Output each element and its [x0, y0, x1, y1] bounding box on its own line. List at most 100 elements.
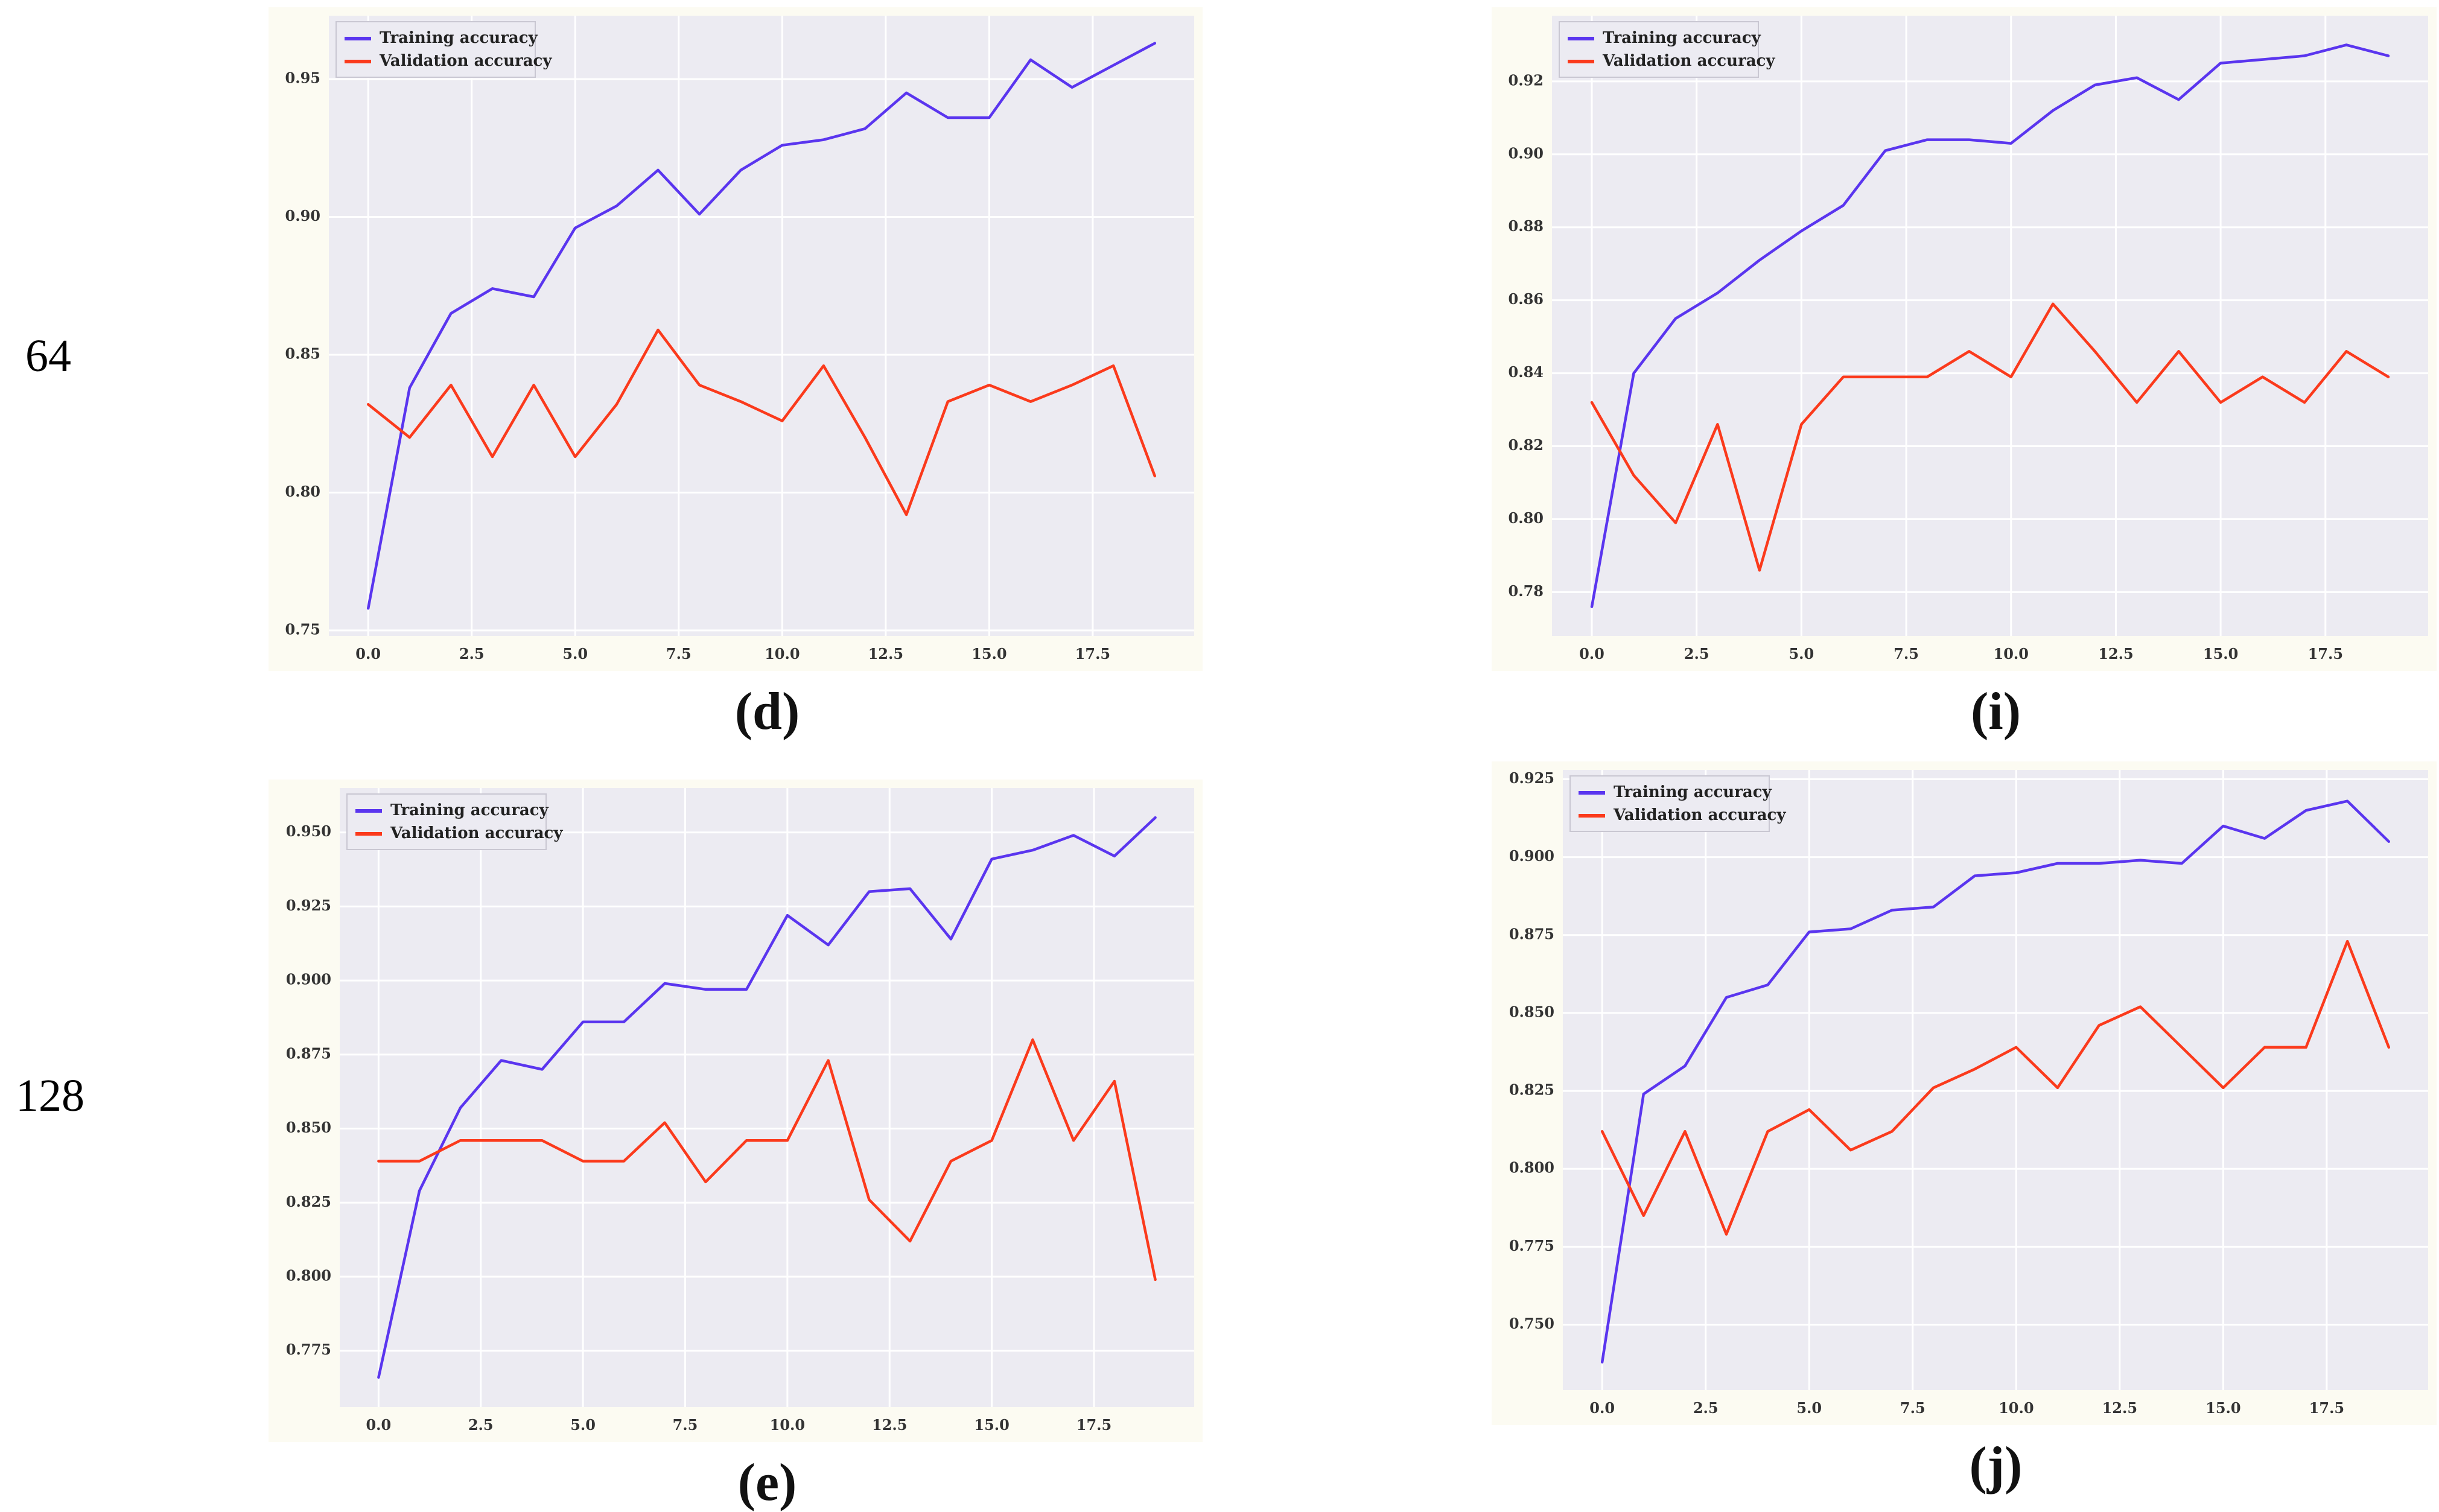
axis-tick-labels: 0.775 0.800 0.825 0.850 0.875 0.900 0.925 0.950…	[286, 822, 1111, 1434]
gridlines	[1563, 770, 2428, 1390]
x-tick-label: 12.5	[872, 1416, 907, 1434]
x-tick-label: 5.0	[1789, 645, 1814, 662]
chart-j-caption: (j)	[1969, 1437, 2023, 1495]
legend-label: Training accuracy	[390, 801, 549, 819]
y-tick-label: 0.800	[286, 1267, 331, 1285]
x-tick-label: 17.5	[1076, 1416, 1111, 1434]
axis-tick-labels: 0.750 0.775 0.800 0.825 0.850 0.875 0.900 0.925…	[1509, 769, 2344, 1417]
chart-figure-d: 0.75 0.80 0.85 0.90 0.95 0.0 2.5 5.0 7.5 10.0 12.5…	[269, 7, 1203, 739]
x-tick-label: 15.0	[974, 1416, 1009, 1434]
axis-tick-labels: 0.75 0.80 0.85 0.90 0.95 0.0 2.5 5.0 7.5 10.0 12.5…	[285, 69, 1111, 662]
y-tick-label: 0.90	[1509, 144, 1544, 162]
x-tick-label: 7.5	[1900, 1399, 1925, 1417]
x-tick-label: 7.5	[673, 1416, 698, 1434]
y-tick-label: 0.850	[1509, 1003, 1554, 1020]
x-tick-label: 0.0	[355, 645, 381, 662]
gridlines	[329, 16, 1194, 636]
x-tick-label: 15.0	[971, 645, 1006, 662]
x-tick-label: 10.0	[1994, 645, 2029, 662]
x-tick-label: 2.5	[1693, 1399, 1719, 1417]
y-tick-label: 0.825	[1509, 1081, 1554, 1099]
legend: Training accuracy Validation accuracy	[1569, 775, 1786, 832]
chart-figure-e: 0.775 0.800 0.825 0.850 0.875 0.900 0.925 0.950…	[269, 780, 1203, 1510]
y-tick-label: 0.84	[1509, 363, 1544, 381]
training-accuracy-line	[1600, 799, 2391, 1364]
x-tick-label: 7.5	[1894, 645, 1919, 662]
validation-accuracy-line	[1590, 302, 2390, 572]
x-tick-label: 0.0	[366, 1416, 391, 1434]
y-tick-label: 0.800	[1509, 1159, 1554, 1177]
plot-background	[1552, 16, 2428, 636]
y-tick-label: 0.900	[286, 971, 331, 988]
y-tick-label: 0.88	[1509, 217, 1544, 235]
x-tick-label: 17.5	[2308, 645, 2343, 662]
axis-tick-labels: 0.78 0.80 0.82 0.84 0.86 0.88 0.90 0.92 0.0 2.5 5.…	[1509, 71, 2343, 662]
chart-figure-j: 0.750 0.775 0.800 0.825 0.850 0.875 0.900 0.925…	[1492, 761, 2437, 1493]
legend-label: Validation accuracy	[379, 52, 552, 70]
x-tick-label: 5.0	[570, 1416, 596, 1434]
y-tick-label: 0.850	[286, 1119, 331, 1136]
x-tick-label: 10.0	[770, 1416, 805, 1434]
row-label-128: 128	[16, 1070, 84, 1121]
x-tick-label: 2.5	[459, 645, 485, 662]
chart-d-plot: 0.75 0.80 0.85 0.90 0.95 0.0 2.5 5.0 7.5 10.0 12.5…	[269, 7, 1203, 671]
legend-box	[346, 793, 547, 850]
y-tick-label: 0.750	[1509, 1315, 1554, 1332]
chart-figure-i: 0.78 0.80 0.82 0.84 0.86 0.88 0.90 0.92 0.0 2.5 5.…	[1492, 7, 2437, 739]
training-accuracy-line	[366, 42, 1157, 610]
legend-box	[335, 21, 536, 78]
y-tick-label: 0.825	[286, 1193, 331, 1210]
chart-e-plot: 0.775 0.800 0.825 0.850 0.875 0.900 0.925 0.950…	[269, 780, 1203, 1442]
chart-e-caption: (e)	[737, 1453, 797, 1512]
x-tick-label: 17.5	[2309, 1399, 2344, 1417]
x-tick-label: 2.5	[1684, 645, 1709, 662]
legend-label: Training accuracy	[380, 29, 538, 47]
chart-j-plot: 0.750 0.775 0.800 0.825 0.850 0.875 0.900 0.925…	[1492, 761, 2437, 1425]
y-tick-label: 0.80	[1509, 509, 1544, 527]
row-label-64: 64	[25, 331, 71, 381]
y-tick-label: 0.900	[1509, 847, 1554, 865]
y-tick-label: 0.775	[1509, 1237, 1554, 1254]
x-tick-label: 7.5	[666, 645, 692, 662]
chart-i-plot: 0.78 0.80 0.82 0.84 0.86 0.88 0.90 0.92 0.0 2.5 5.…	[1492, 7, 2437, 671]
y-tick-label: 0.85	[285, 345, 320, 362]
legend-label: Training accuracy	[1603, 29, 1761, 47]
x-tick-label: 0.0	[1579, 645, 1604, 662]
x-tick-label: 12.5	[2102, 1399, 2137, 1417]
legend: Training accuracy Validation accuracy	[1559, 21, 1775, 78]
y-tick-label: 0.86	[1509, 290, 1544, 308]
plot-background	[1563, 770, 2428, 1390]
y-tick-label: 0.92	[1509, 71, 1544, 89]
y-tick-label: 0.80	[285, 483, 320, 500]
chart-i-caption: (i)	[1970, 682, 2021, 741]
y-tick-label: 0.90	[285, 207, 320, 224]
y-tick-label: 0.82	[1509, 436, 1544, 454]
y-tick-label: 0.95	[285, 69, 320, 87]
x-tick-label: 5.0	[562, 645, 588, 662]
legend-box	[1559, 21, 1759, 78]
x-tick-label: 0.0	[1589, 1399, 1615, 1417]
y-tick-label: 0.925	[1509, 769, 1554, 787]
x-tick-label: 12.5	[868, 645, 903, 662]
validation-accuracy-line	[366, 328, 1157, 516]
x-tick-label: 17.5	[1075, 645, 1110, 662]
x-tick-label: 15.0	[2203, 645, 2238, 662]
gridlines	[1552, 16, 2428, 636]
y-tick-label: 0.775	[286, 1341, 331, 1358]
legend-label: Validation accuracy	[390, 824, 563, 842]
plot-background	[329, 16, 1194, 636]
plot-background	[340, 788, 1194, 1407]
legend: Training accuracy Validation accuracy	[335, 21, 552, 78]
legend-box	[1569, 775, 1770, 832]
training-accuracy-line	[1590, 43, 2390, 608]
chart-d-caption: (d)	[734, 682, 800, 741]
legend-label: Validation accuracy	[1602, 52, 1775, 70]
y-tick-label: 0.925	[286, 897, 331, 914]
legend: Training accuracy Validation accuracy	[346, 793, 563, 850]
x-tick-label: 10.0	[765, 645, 800, 662]
training-accuracy-line	[377, 816, 1157, 1379]
x-tick-label: 5.0	[1796, 1399, 1822, 1417]
y-tick-label: 0.875	[286, 1044, 331, 1062]
y-tick-label: 0.875	[1509, 925, 1554, 942]
